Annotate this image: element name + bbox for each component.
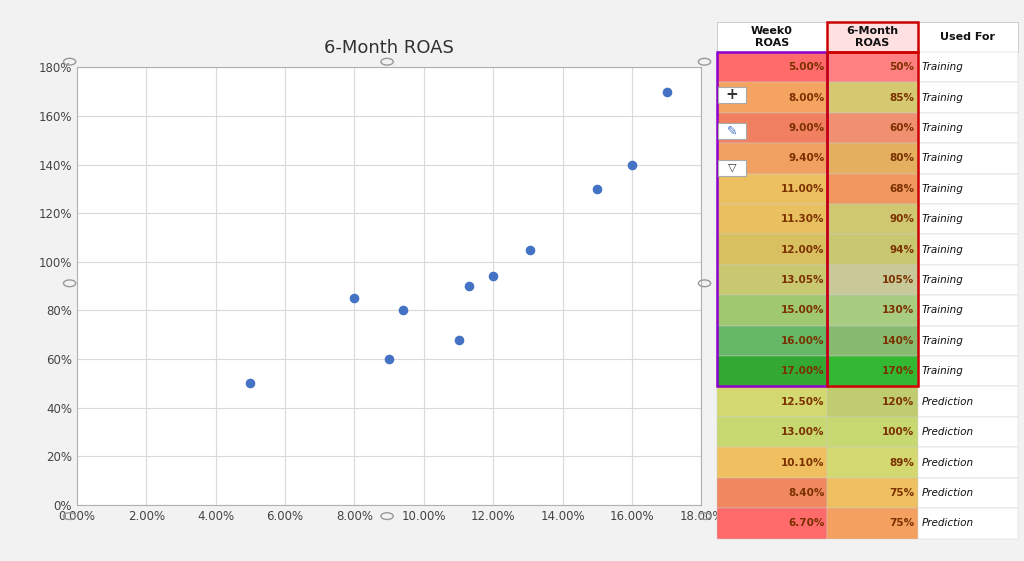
Text: 80%: 80% (890, 153, 914, 163)
Point (521, 245, 538, 254)
Text: Prediction: Prediction (922, 427, 974, 437)
Text: 8.00%: 8.00% (788, 93, 824, 103)
Point (658, 87, 675, 96)
Text: 89%: 89% (890, 458, 914, 467)
Text: 120%: 120% (883, 397, 914, 407)
Point (381, 355, 397, 364)
Text: Training: Training (922, 62, 964, 72)
Text: 10.10%: 10.10% (781, 458, 824, 467)
Text: Training: Training (922, 275, 964, 285)
Text: Training: Training (922, 245, 964, 255)
Point (451, 335, 467, 344)
Point (589, 185, 605, 194)
Text: Used For: Used For (940, 32, 995, 42)
Text: 12.50%: 12.50% (781, 397, 824, 407)
Text: 60%: 60% (890, 123, 914, 133)
Text: Training: Training (922, 184, 964, 194)
Text: 50%: 50% (890, 62, 914, 72)
Text: 15.00%: 15.00% (781, 305, 824, 315)
Text: 9.40%: 9.40% (788, 153, 824, 163)
Text: 85%: 85% (890, 93, 914, 103)
Text: 12.00%: 12.00% (781, 245, 824, 255)
Text: Training: Training (922, 336, 964, 346)
Text: 8.40%: 8.40% (787, 488, 824, 498)
Point (346, 294, 362, 303)
Text: Week0
ROAS: Week0 ROAS (752, 26, 793, 48)
Point (485, 272, 502, 281)
Text: Prediction: Prediction (922, 458, 974, 467)
Text: 90%: 90% (890, 214, 914, 224)
Text: 13.00%: 13.00% (781, 427, 824, 437)
Point (624, 160, 640, 169)
Text: ✎: ✎ (727, 125, 737, 138)
Text: 17.00%: 17.00% (780, 366, 824, 376)
Text: 5.00%: 5.00% (788, 62, 824, 72)
Text: 6.70%: 6.70% (787, 518, 824, 528)
Text: Training: Training (922, 153, 964, 163)
Point (395, 306, 412, 315)
Text: 68%: 68% (890, 184, 914, 194)
Text: Prediction: Prediction (922, 397, 974, 407)
Text: 13.05%: 13.05% (781, 275, 824, 285)
Text: 100%: 100% (883, 427, 914, 437)
Text: +: + (726, 88, 738, 102)
Text: 9.00%: 9.00% (788, 123, 824, 133)
Text: 16.00%: 16.00% (781, 336, 824, 346)
Text: 105%: 105% (883, 275, 914, 285)
Text: 140%: 140% (882, 336, 914, 346)
Title: 6-Month ROAS: 6-Month ROAS (325, 39, 454, 57)
Text: Training: Training (922, 305, 964, 315)
Text: Training: Training (922, 214, 964, 224)
Text: 75%: 75% (889, 518, 914, 528)
Text: 130%: 130% (883, 305, 914, 315)
Text: Training: Training (922, 123, 964, 133)
Text: 94%: 94% (890, 245, 914, 255)
Text: Prediction: Prediction (922, 518, 974, 528)
Text: 11.00%: 11.00% (781, 184, 824, 194)
Text: 75%: 75% (889, 488, 914, 498)
Text: Training: Training (922, 366, 964, 376)
Text: ▽: ▽ (728, 163, 736, 173)
Text: Training: Training (922, 93, 964, 103)
Text: 170%: 170% (882, 366, 914, 376)
Text: 6-Month
ROAS: 6-Month ROAS (847, 26, 898, 48)
Text: 11.30%: 11.30% (781, 214, 824, 224)
Point (242, 379, 258, 388)
Point (461, 282, 477, 291)
Text: Prediction: Prediction (922, 488, 974, 498)
